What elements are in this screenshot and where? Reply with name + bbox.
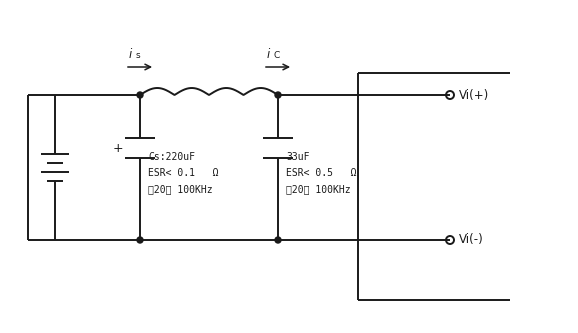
Circle shape (137, 237, 143, 243)
Text: ESR< 0.5   Ω: ESR< 0.5 Ω (286, 168, 357, 178)
Text: s: s (136, 52, 140, 61)
Text: Vi(-): Vi(-) (459, 233, 484, 246)
Text: Vi(+): Vi(+) (459, 89, 489, 102)
Circle shape (275, 237, 281, 243)
Circle shape (275, 92, 281, 98)
Text: 舂20℃ 100KHz: 舂20℃ 100KHz (148, 184, 213, 194)
Text: C: C (274, 52, 280, 61)
Text: +: + (113, 142, 123, 155)
Text: 33uF: 33uF (286, 152, 309, 162)
Text: 舂20℃ 100KHz: 舂20℃ 100KHz (286, 184, 351, 194)
Text: i: i (267, 48, 271, 61)
Text: Cs:220uF: Cs:220uF (148, 152, 195, 162)
Text: i: i (129, 48, 132, 61)
Text: ESR< 0.1   Ω: ESR< 0.1 Ω (148, 168, 218, 178)
Circle shape (137, 92, 143, 98)
